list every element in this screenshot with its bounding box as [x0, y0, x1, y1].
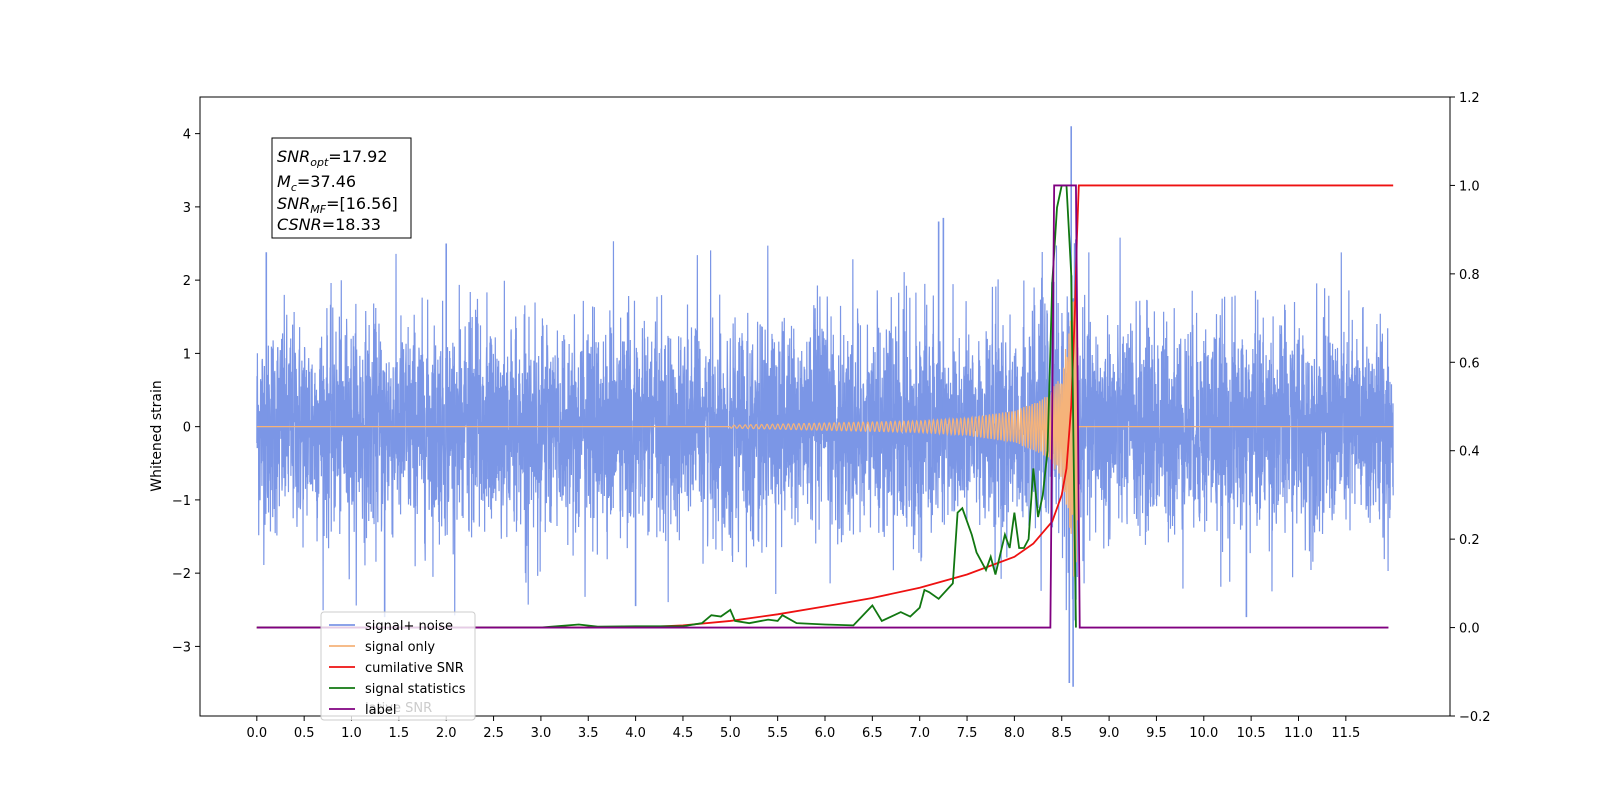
legend: lative SNR signal+ noise signal only cumila…	[320, 611, 476, 721]
x-tick-label: 2.5	[483, 726, 504, 741]
x-tick-label: 10.0	[1189, 726, 1218, 741]
y2-tick-label: −0.2	[1459, 710, 1491, 725]
y-tick-label: −2	[172, 567, 191, 582]
y-tick-label: 2	[183, 274, 191, 289]
x-tick-label: 3.0	[531, 726, 552, 741]
mc-text: Mc=37.46	[277, 172, 356, 194]
x-tick-label: 4.0	[625, 726, 646, 741]
x-axis: 0.0 0.5 1.0 1.5 2.0 2.5 3.0 3.5 4.0 4.5 5.0 5.5 6.0 6…	[246, 716, 1360, 741]
y2-tick-label: 0.4	[1459, 445, 1480, 460]
y2-tick-label: 1.0	[1459, 179, 1480, 194]
legend-box	[320, 611, 476, 721]
y-tick-label: 0	[183, 421, 191, 436]
x-tick-label: 0.5	[294, 726, 315, 741]
x-tick-label: 1.5	[389, 726, 410, 741]
csnr-text: CSNR=18.33	[277, 215, 381, 234]
legend-label: signal only	[365, 640, 435, 655]
x-tick-label: 3.5	[578, 726, 599, 741]
y-axis-left: 4 3 2 1 0 −1 −2 −3	[172, 128, 200, 655]
x-tick-label: 8.0	[1004, 726, 1025, 741]
x-tick-label: 11.5	[1331, 726, 1360, 741]
y-tick-label: −1	[172, 494, 191, 509]
x-tick-label: 7.0	[909, 726, 930, 741]
y-axis-right: 1.2 1.0 0.8 0.6 0.4 0.2 0.0 −0.2	[1450, 91, 1491, 725]
y2-tick-label: 0.6	[1459, 356, 1480, 371]
legend-label: label	[365, 703, 396, 718]
legend-label: cumilative SNR	[365, 661, 464, 676]
y2-tick-label: 0.0	[1459, 622, 1480, 637]
y-tick-label: 1	[183, 347, 191, 362]
legend-label: signal statistics	[365, 682, 466, 697]
y2-tick-label: 0.2	[1459, 533, 1480, 548]
y-axis-label: Whitened strain	[149, 380, 165, 491]
series-label	[256, 184, 1389, 629]
series-layer	[256, 126, 1394, 687]
legend-overlap-text: lative SNR	[365, 701, 432, 716]
x-tick-label: 6.0	[815, 726, 836, 741]
x-tick-label: 9.5	[1146, 726, 1167, 741]
x-tick-label: 5.0	[720, 726, 741, 741]
y-tick-label: 4	[183, 128, 191, 143]
y2-tick-label: 1.2	[1459, 91, 1480, 106]
x-tick-label: 0.0	[246, 726, 267, 741]
x-tick-label: 9.0	[1099, 726, 1120, 741]
x-tick-label: 1.0	[341, 726, 362, 741]
x-tick-label: 6.5	[862, 726, 883, 741]
x-tick-label: 7.5	[957, 726, 978, 741]
y2-tick-label: 0.8	[1459, 268, 1480, 283]
legend-label: signal+ noise	[365, 619, 453, 634]
x-tick-label: 8.5	[1051, 726, 1072, 741]
x-tick-label: 4.5	[673, 726, 694, 741]
y-tick-label: −3	[172, 640, 191, 655]
series-signal-statistics	[256, 184, 1077, 629]
x-tick-label: 11.0	[1284, 726, 1313, 741]
snr-mf-text: SNRMF=[16.56]	[277, 194, 398, 216]
x-tick-label: 2.0	[436, 726, 457, 741]
x-tick-label: 10.5	[1237, 726, 1266, 741]
annotation-box: SNRopt=17.92 Mc=37.46 SNRMF=[16.56] CSNR…	[271, 137, 412, 239]
series-signal-only	[256, 268, 1394, 577]
x-tick-label: 5.5	[767, 726, 788, 741]
snr-opt-text: SNRopt=17.92	[277, 147, 388, 169]
y-tick-label: 3	[183, 201, 191, 216]
